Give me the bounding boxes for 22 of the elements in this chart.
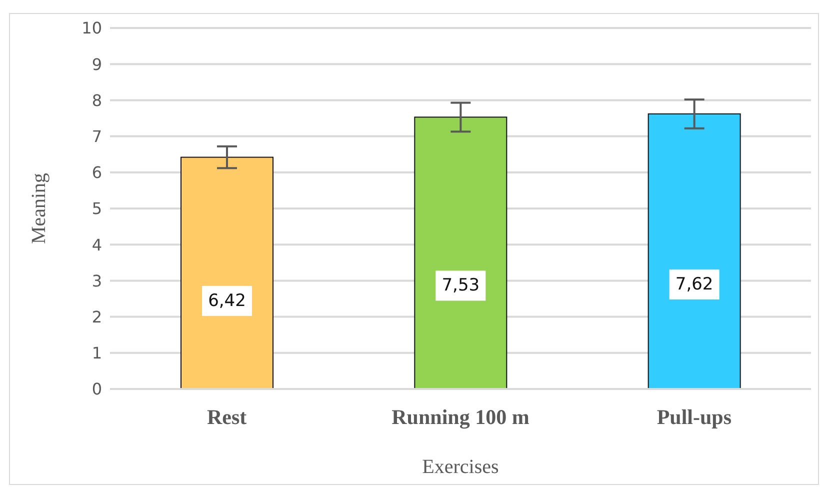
y-tick-label: 7 [92,126,102,146]
bar [180,156,274,389]
y-tick-label: 6 [92,163,102,182]
x-tick-label: Rest [207,404,247,429]
y-tick-label: 4 [92,235,102,254]
data-label: 7,53 [442,276,480,296]
x-tick-label: Running 100 m [392,404,530,429]
y-tick-label: 2 [92,307,102,326]
bar [648,113,741,389]
y-tick-label: 10 [82,18,102,38]
y-tick-label: 9 [92,54,102,74]
y-tick-label: 1 [92,344,102,363]
y-axis-title: Meaning [28,172,50,244]
y-tick-label: 3 [92,271,102,290]
bar [414,116,508,389]
y-tick-label: 8 [92,90,102,110]
y-tick-label: 0 [92,380,102,399]
data-label: 7,62 [675,274,714,294]
y-tick-label: 5 [92,199,102,218]
x-tick-label: Pull-ups [656,404,732,429]
data-label: 6,42 [208,290,246,311]
x-axis-title: Exercises [422,456,500,478]
